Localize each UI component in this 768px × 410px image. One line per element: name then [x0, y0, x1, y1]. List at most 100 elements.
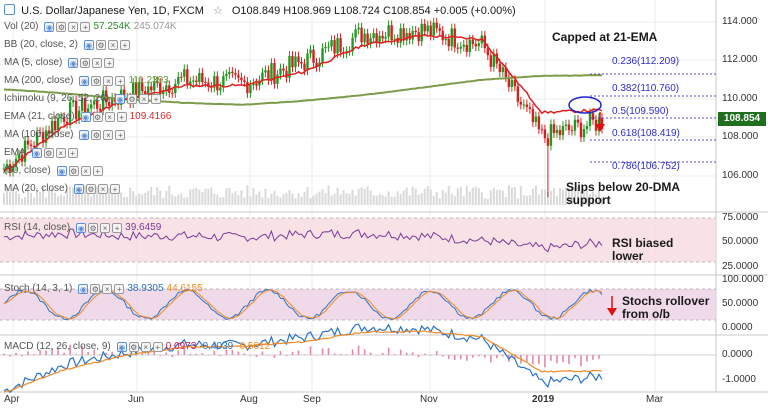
indicator-legend-row[interactable]: BB (20, close, 2) ◉ ⚙ × + — [4, 38, 130, 51]
candle-body — [132, 82, 135, 104]
macd-hist-bar — [550, 355, 552, 361]
macd-hist-bar — [171, 355, 174, 358]
volume-bar — [483, 198, 486, 205]
more-icon[interactable]: + — [151, 93, 162, 104]
more-icon[interactable]: + — [67, 147, 78, 158]
indicator-legend-row[interactable]: EMA ◉ ⚙ × + — [4, 146, 78, 159]
macd-legend[interactable]: MACD (12, 26, close, 9) ◉ ⚙ × + 0.0973 -0.4… — [4, 340, 270, 353]
more-icon[interactable]: + — [114, 283, 125, 294]
indicator-legend-row[interactable]: (50, close) ◉ ⚙ × + — [4, 164, 103, 177]
candle-body — [390, 25, 393, 41]
macd-label: MACD (12, 26, close, 9) — [4, 341, 111, 352]
eye-icon[interactable]: ◉ — [79, 75, 90, 86]
settings-icon[interactable]: ⚙ — [80, 57, 91, 68]
eye-icon[interactable]: ◉ — [44, 21, 55, 32]
close-icon[interactable]: × — [100, 222, 111, 233]
indicator-legend-row[interactable]: MA (5, close) ◉ ⚙ × + — [4, 56, 115, 69]
volume-bar — [399, 194, 402, 205]
rsi-legend[interactable]: RSI (14, close) ◉ ⚙ × + 39.6459 — [4, 221, 161, 234]
eye-icon[interactable]: ◉ — [79, 129, 90, 140]
close-icon[interactable]: × — [80, 165, 91, 176]
eye-icon[interactable]: ◉ — [80, 111, 91, 122]
close-icon[interactable]: × — [55, 147, 66, 158]
volume-bar — [342, 190, 345, 205]
indicator-legend-row[interactable]: MA (20, close) ◉ ⚙ × + — [4, 182, 120, 195]
more-icon[interactable]: + — [112, 222, 123, 233]
more-icon[interactable]: + — [92, 165, 103, 176]
macd-hist-bar — [3, 353, 5, 355]
close-icon[interactable]: × — [140, 341, 151, 352]
eye-icon[interactable]: ◉ — [31, 147, 42, 158]
volume-bar — [285, 193, 288, 205]
close-icon[interactable]: × — [103, 129, 114, 140]
close-icon[interactable]: × — [68, 21, 79, 32]
close-icon[interactable]: × — [102, 283, 113, 294]
eye-icon[interactable]: ◉ — [78, 283, 89, 294]
star-icon[interactable]: ☆ — [212, 5, 223, 17]
volume-bar — [492, 187, 495, 205]
eye-icon[interactable]: ◉ — [76, 222, 87, 233]
settings-icon[interactable]: ⚙ — [43, 147, 54, 158]
settings-icon[interactable]: ⚙ — [95, 39, 106, 50]
eye-icon[interactable]: ◉ — [83, 39, 94, 50]
annotation-slips-1: Slips below 20-DMA — [566, 180, 681, 194]
settings-icon[interactable]: ⚙ — [85, 183, 96, 194]
more-icon[interactable]: + — [152, 341, 163, 352]
macd-hist-bar — [333, 353, 336, 355]
stoch-tick: 50.0000 — [722, 298, 759, 309]
candle-body — [41, 132, 45, 143]
more-icon[interactable]: + — [104, 57, 115, 68]
volume-bar — [444, 192, 447, 205]
candle-body — [396, 39, 399, 43]
macd-hist-bar — [15, 352, 17, 355]
volume-bar — [360, 187, 363, 205]
candle-body — [159, 82, 162, 95]
symbol-icon[interactable] — [4, 4, 15, 15]
more-icon[interactable]: + — [115, 75, 126, 86]
macd-signal-value: -0.4039 — [199, 341, 234, 352]
indicator-legend-row[interactable]: MA (100, close) ◉ ⚙ × + — [4, 128, 126, 141]
close-icon[interactable]: × — [103, 75, 114, 86]
settings-icon[interactable]: ⚙ — [56, 21, 67, 32]
indicator-legend-row[interactable]: Vol (20) ◉ ⚙ × +57.254K 245.074K — [4, 20, 177, 33]
more-icon[interactable]: + — [119, 39, 130, 50]
volume-bar — [378, 193, 381, 205]
candle-body — [444, 38, 447, 41]
settings-icon[interactable]: ⚙ — [128, 341, 139, 352]
volume-bar — [75, 192, 78, 205]
candle-body — [147, 86, 150, 96]
eye-icon[interactable]: ◉ — [68, 57, 79, 68]
close-icon[interactable]: × — [97, 183, 108, 194]
eye-icon[interactable]: ◉ — [115, 93, 126, 104]
indicator-legend-row[interactable]: EMA (21, close) ◉ ⚙ × +109.4166 — [4, 110, 171, 123]
eye-icon[interactable]: ◉ — [56, 165, 67, 176]
indicator-legend-row[interactable]: MA (200, close) ◉ ⚙ × +111.2393 — [4, 74, 169, 87]
macd-hist-bar — [544, 355, 546, 368]
indicator-legend-row[interactable]: Ichimoku (9, 26, 52, 26) ◉ ⚙ × + — [4, 92, 162, 105]
close-icon[interactable]: × — [104, 111, 115, 122]
more-icon[interactable]: + — [80, 21, 91, 32]
settings-icon[interactable]: ⚙ — [91, 75, 102, 86]
settings-icon[interactable]: ⚙ — [88, 222, 99, 233]
stoch-legend[interactable]: Stoch (14, 3, 1) ◉ ⚙ × + 38.9305 44.6155 — [4, 282, 203, 295]
symbol-title[interactable]: U.S. Dollar/Japanese Yen, 1D, FXCM — [21, 5, 204, 17]
close-icon[interactable]: × — [92, 57, 103, 68]
volume-bar — [534, 185, 537, 205]
settings-icon[interactable]: ⚙ — [91, 129, 102, 140]
volume-bar — [453, 196, 456, 205]
more-icon[interactable]: + — [115, 129, 126, 140]
eye-icon[interactable]: ◉ — [116, 341, 127, 352]
settings-icon[interactable]: ⚙ — [127, 93, 138, 104]
settings-icon[interactable]: ⚙ — [90, 283, 101, 294]
more-icon[interactable]: + — [109, 183, 120, 194]
candle-body — [420, 23, 423, 42]
macd-hist-bar — [147, 351, 150, 355]
settings-icon[interactable]: ⚙ — [92, 111, 103, 122]
settings-icon[interactable]: ⚙ — [68, 165, 79, 176]
close-icon[interactable]: × — [107, 39, 118, 50]
close-icon[interactable]: × — [139, 93, 150, 104]
volume-bar — [321, 189, 324, 205]
more-icon[interactable]: + — [116, 111, 127, 122]
macd-hist-bar — [69, 344, 71, 355]
eye-icon[interactable]: ◉ — [73, 183, 84, 194]
